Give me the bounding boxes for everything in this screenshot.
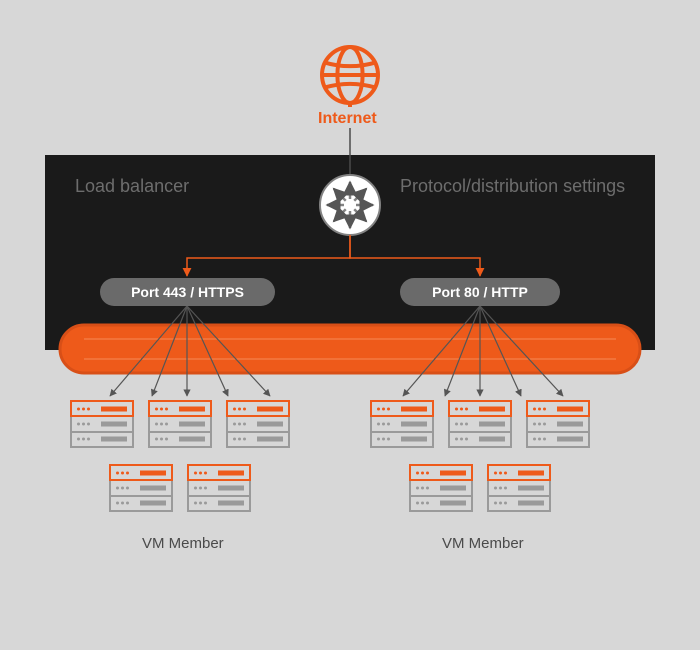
server-icon [526,400,590,448]
load-balancer-label: Load balancer [75,176,189,197]
server-icon [109,464,173,512]
server-icon [187,464,251,512]
globe-icon [322,47,378,107]
port-https-text: Port 443 / HTTPS [131,284,244,300]
vm-member-label-right: VM Member [442,535,524,552]
server-icon [226,400,290,448]
internet-label: Internet [318,110,377,128]
server-icon [409,464,473,512]
server-icon [148,400,212,448]
vm-cluster-left [70,400,290,512]
server-row [109,464,251,512]
port-http-pill: Port 80 / HTTP [400,278,560,306]
server-row [370,400,590,448]
server-row [409,464,551,512]
server-row [70,400,290,448]
protocol-distribution-label: Protocol/distribution settings [400,176,625,197]
server-icon [370,400,434,448]
distribution-pipe [60,325,640,373]
vm-member-label-left: VM Member [142,535,224,552]
port-https-pill: Port 443 / HTTPS [100,278,275,306]
server-icon [70,400,134,448]
router-icon [320,175,380,235]
port-http-text: Port 80 / HTTP [432,284,528,300]
vm-cluster-right [370,400,590,512]
server-icon [487,464,551,512]
server-icon [448,400,512,448]
